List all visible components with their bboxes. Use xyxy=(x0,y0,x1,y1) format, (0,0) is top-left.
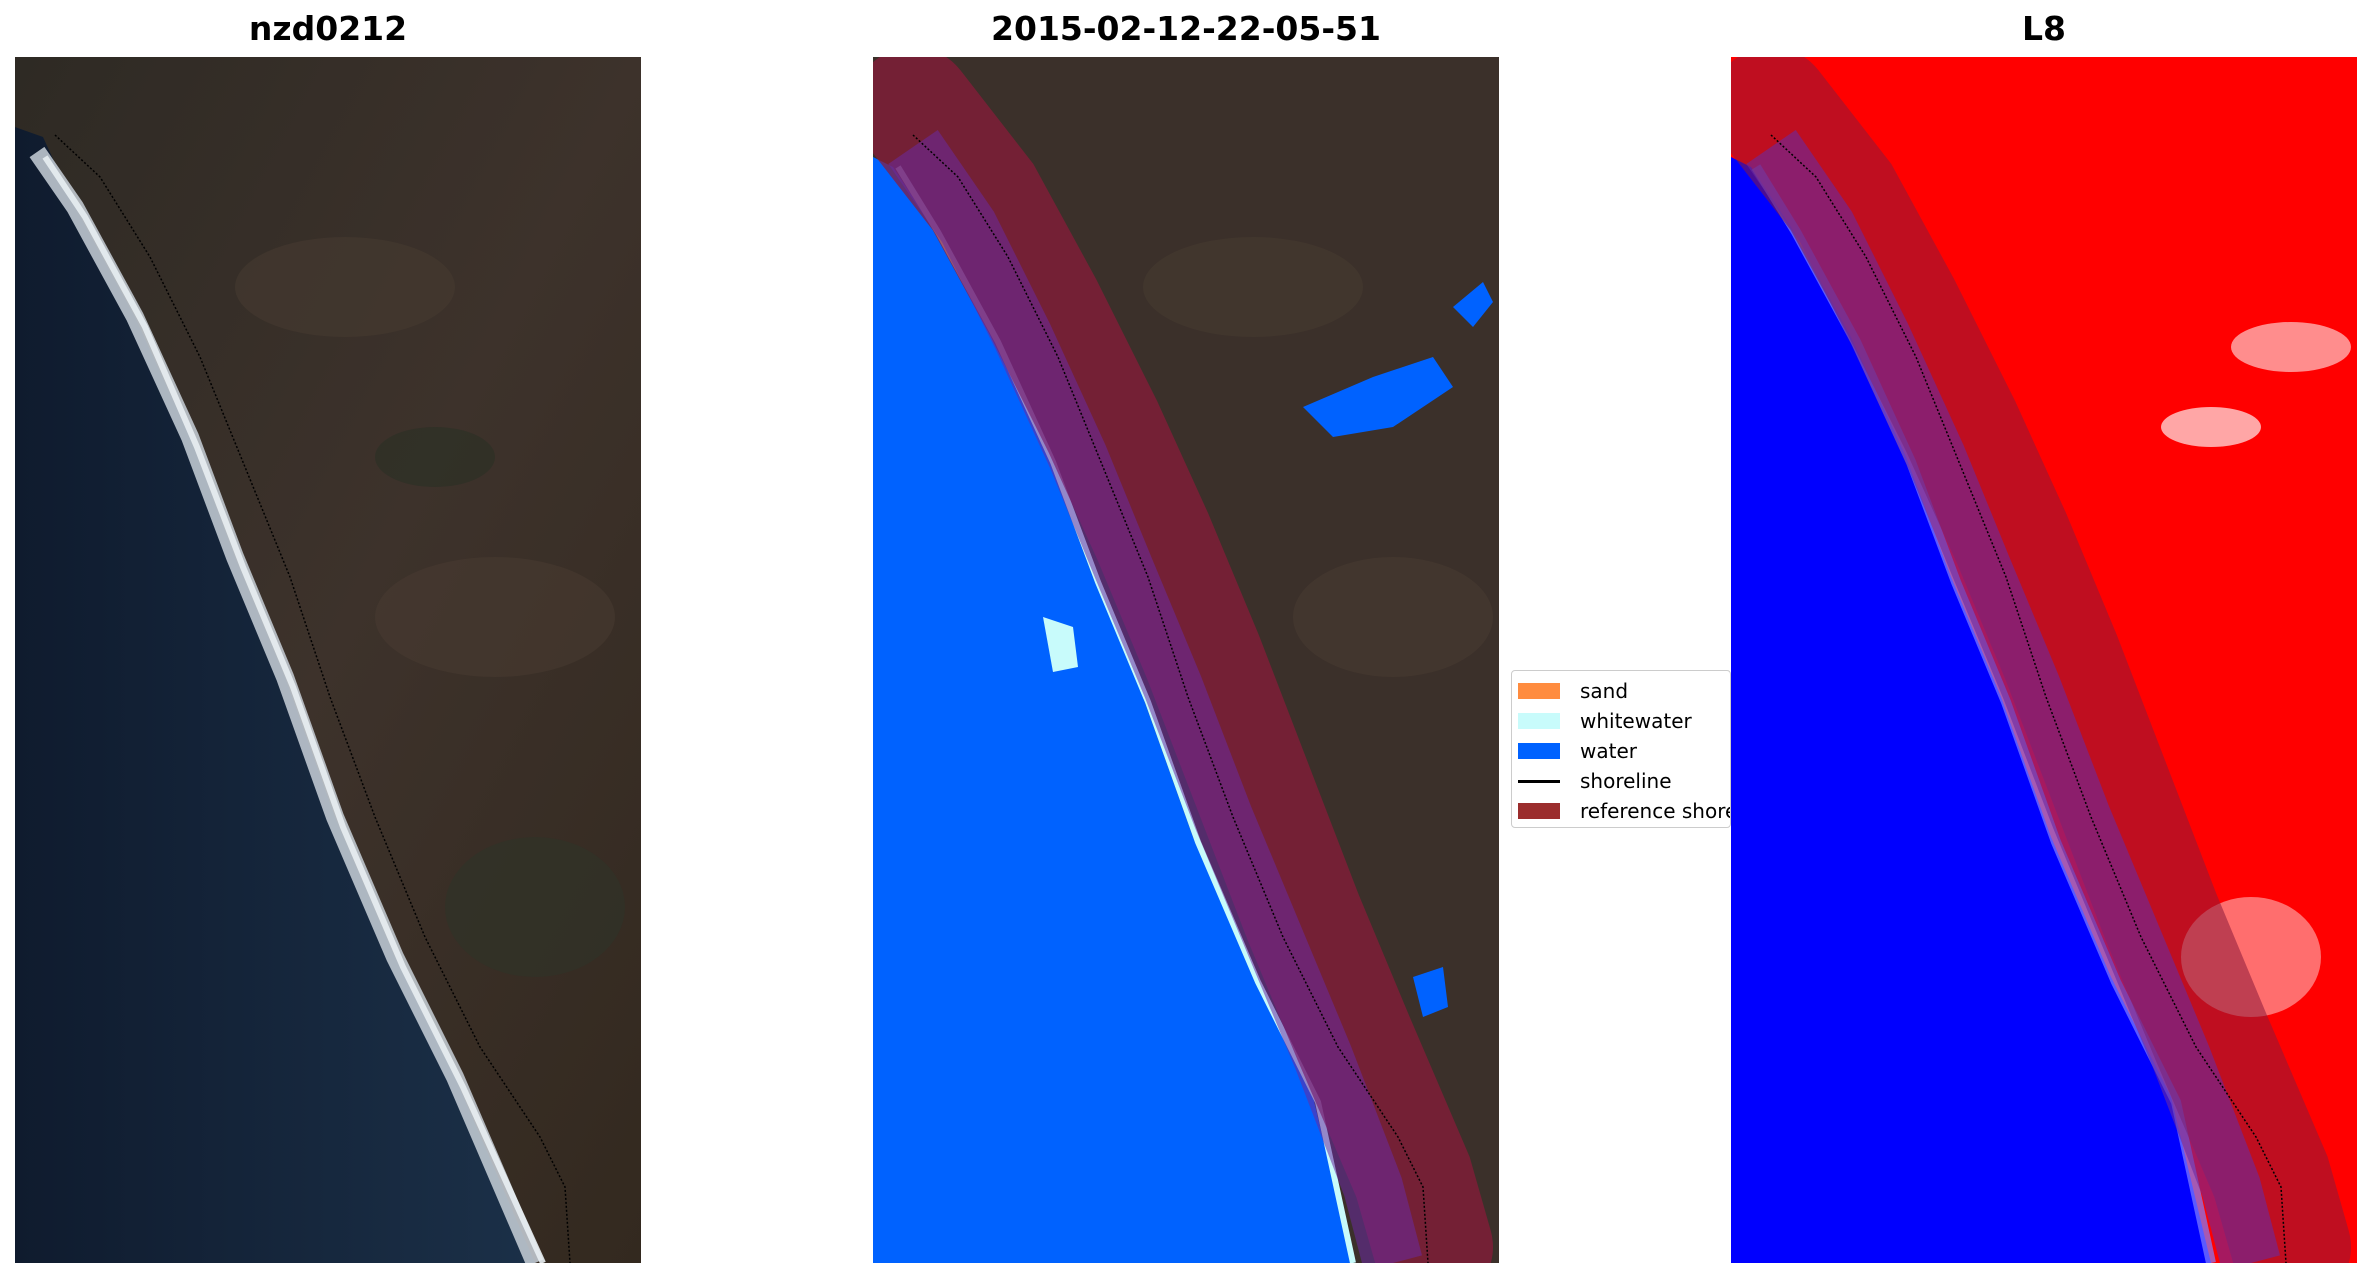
legend: sand whitewater water shoreline referenc… xyxy=(1511,670,1731,828)
legend-item-water: water xyxy=(1518,737,1637,765)
whitewater-swatch xyxy=(1518,713,1560,729)
index-image xyxy=(1731,57,2357,1263)
shoreline-line-icon xyxy=(1518,779,1560,783)
shoreline-line xyxy=(1770,134,2287,1263)
rgb-satellite-image xyxy=(15,57,641,1263)
legend-label: reference shoreline buffer xyxy=(1580,799,1730,823)
inland-water-2 xyxy=(1453,282,1493,327)
reference-buffer-swatch xyxy=(1518,803,1560,819)
legend-item-sand: sand xyxy=(1518,677,1628,705)
legend-label: whitewater xyxy=(1580,709,1692,733)
panel-title-satellite: L8 xyxy=(2022,9,2066,48)
shoreline-line xyxy=(54,134,571,1263)
legend-item-shoreline: shoreline xyxy=(1518,767,1672,795)
legend-label: water xyxy=(1580,739,1637,763)
legend-item-reference-buffer: reference shoreline buffer xyxy=(1518,797,1730,825)
legend-label: sand xyxy=(1580,679,1629,703)
legend-item-whitewater: whitewater xyxy=(1518,707,1692,735)
water-class xyxy=(873,157,1353,1263)
classification-image xyxy=(873,57,1499,1263)
inland-water-3 xyxy=(1413,967,1448,1017)
water-swatch xyxy=(1518,743,1560,759)
inland-water-1 xyxy=(1303,357,1453,437)
sand-swatch xyxy=(1518,683,1560,699)
panel-title-rgb: nzd0212 xyxy=(248,9,408,48)
whitewater-class xyxy=(1043,617,1078,672)
legend-label: shoreline xyxy=(1580,769,1672,793)
panel-title-date: 2015-02-12-22-05-51 xyxy=(991,9,1381,48)
shoreline-line xyxy=(912,134,1429,1263)
water-index xyxy=(1731,157,2211,1263)
